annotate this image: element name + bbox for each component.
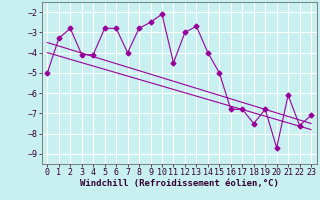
X-axis label: Windchill (Refroidissement éolien,°C): Windchill (Refroidissement éolien,°C) (80, 179, 279, 188)
